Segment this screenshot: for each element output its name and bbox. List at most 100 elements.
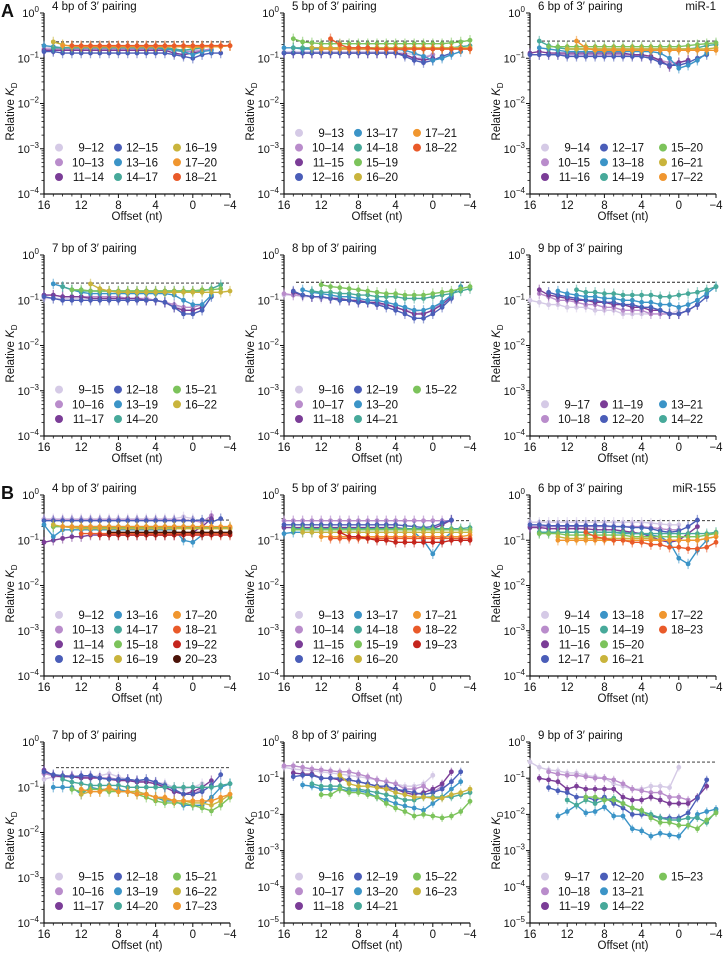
y-tick-base: 10	[504, 535, 516, 547]
x-tick-label: 8	[355, 200, 361, 212]
data-point	[356, 783, 361, 789]
data-point	[97, 50, 103, 56]
data-point	[449, 813, 454, 819]
y-tick-base: 10	[258, 295, 270, 307]
data-point	[125, 297, 131, 303]
y-label-symbol: K	[491, 87, 503, 96]
data-point	[713, 539, 719, 545]
data-point	[318, 282, 324, 288]
data-point	[393, 539, 398, 545]
legend-label: 13–16	[126, 610, 158, 622]
data-point	[411, 539, 417, 545]
x-tick-label: −4	[709, 682, 723, 694]
y-tick-base: 10	[258, 535, 270, 547]
data-point	[639, 292, 644, 298]
legend-marker	[541, 143, 549, 152]
data-point	[374, 794, 380, 800]
data-point	[383, 537, 389, 543]
y-tick-base: 10	[262, 737, 274, 749]
data-point	[171, 289, 177, 295]
y-label-symbol: K	[5, 569, 17, 578]
data-point	[60, 43, 65, 49]
y-tick-exponent: 0	[35, 5, 40, 14]
data-point	[704, 535, 710, 541]
data-point	[574, 46, 579, 52]
data-point	[134, 778, 140, 784]
legend-marker	[114, 887, 122, 896]
data-point	[629, 47, 635, 53]
data-point	[411, 292, 417, 298]
legend-label: 12–16	[312, 654, 344, 666]
series-20–23	[106, 527, 233, 538]
legend-label: 16–19	[126, 654, 158, 666]
y-tick-exponent: −4	[30, 428, 40, 437]
y-tick-label: 10−4	[18, 428, 40, 443]
data-point	[602, 535, 607, 541]
y-tick-exponent: −1	[30, 779, 40, 788]
legend-marker	[295, 610, 303, 619]
data-point	[695, 524, 700, 530]
legend-label: 14–18	[366, 625, 398, 637]
data-point	[199, 798, 205, 804]
legend-marker	[295, 173, 303, 181]
data-point	[564, 46, 570, 52]
x-tick-label: 12	[561, 442, 574, 454]
legend-marker	[541, 400, 549, 409]
legend-label: 17–20	[185, 610, 217, 622]
x-tick-label: 4	[152, 682, 159, 694]
data-point	[383, 299, 389, 305]
x-tick-label: −4	[463, 442, 477, 454]
y-tick-label: 10−3	[258, 623, 280, 638]
y-tick-label: 10−3	[504, 623, 526, 638]
data-point	[648, 55, 654, 61]
legend-label: 10–18	[558, 414, 590, 426]
y-tick-base: 10	[508, 737, 520, 749]
series-19–23	[337, 527, 473, 548]
data-point	[50, 784, 56, 790]
data-point	[685, 291, 691, 297]
data-point	[337, 285, 343, 291]
x-tick-label: 4	[392, 929, 399, 941]
data-point	[309, 781, 315, 787]
data-point	[356, 292, 361, 298]
y-tick-base: 10	[504, 626, 516, 638]
y-tick-exponent: 0	[275, 734, 280, 743]
data-point	[125, 776, 131, 782]
data-point	[318, 792, 324, 798]
data-point	[602, 523, 607, 529]
data-point	[402, 803, 408, 809]
y-label-subscript: D	[496, 564, 505, 570]
data-point	[467, 537, 473, 543]
data-point	[365, 288, 371, 294]
y-tick-base: 10	[18, 581, 30, 593]
data-point	[667, 62, 672, 68]
legend-label: 11–18	[313, 414, 344, 426]
data-point	[218, 772, 224, 778]
data-point	[421, 53, 426, 59]
legend-marker	[541, 610, 549, 619]
y-tick-exponent: −1	[516, 532, 526, 541]
data-point	[190, 539, 196, 545]
x-tick-label: 16	[38, 200, 51, 212]
y-tick-base: 10	[258, 144, 270, 156]
data-point	[439, 786, 445, 792]
data-point	[439, 795, 445, 801]
y-tick-exponent: 0	[521, 487, 526, 496]
data-point	[300, 782, 305, 788]
data-point	[667, 537, 672, 543]
data-point	[592, 47, 598, 53]
legend-marker	[114, 902, 122, 910]
data-point	[69, 524, 75, 530]
data-point	[592, 289, 598, 295]
data-point	[393, 794, 398, 800]
series-16–23	[337, 771, 473, 803]
legend-label: 10–15	[558, 625, 590, 637]
chart-panel: 9 bp of 3′ pairing10010−110−210−310−410−…	[491, 730, 723, 952]
y-tick-label: 10−3	[18, 623, 40, 638]
data-point	[328, 768, 333, 774]
legend-label: 17–22	[671, 172, 703, 184]
